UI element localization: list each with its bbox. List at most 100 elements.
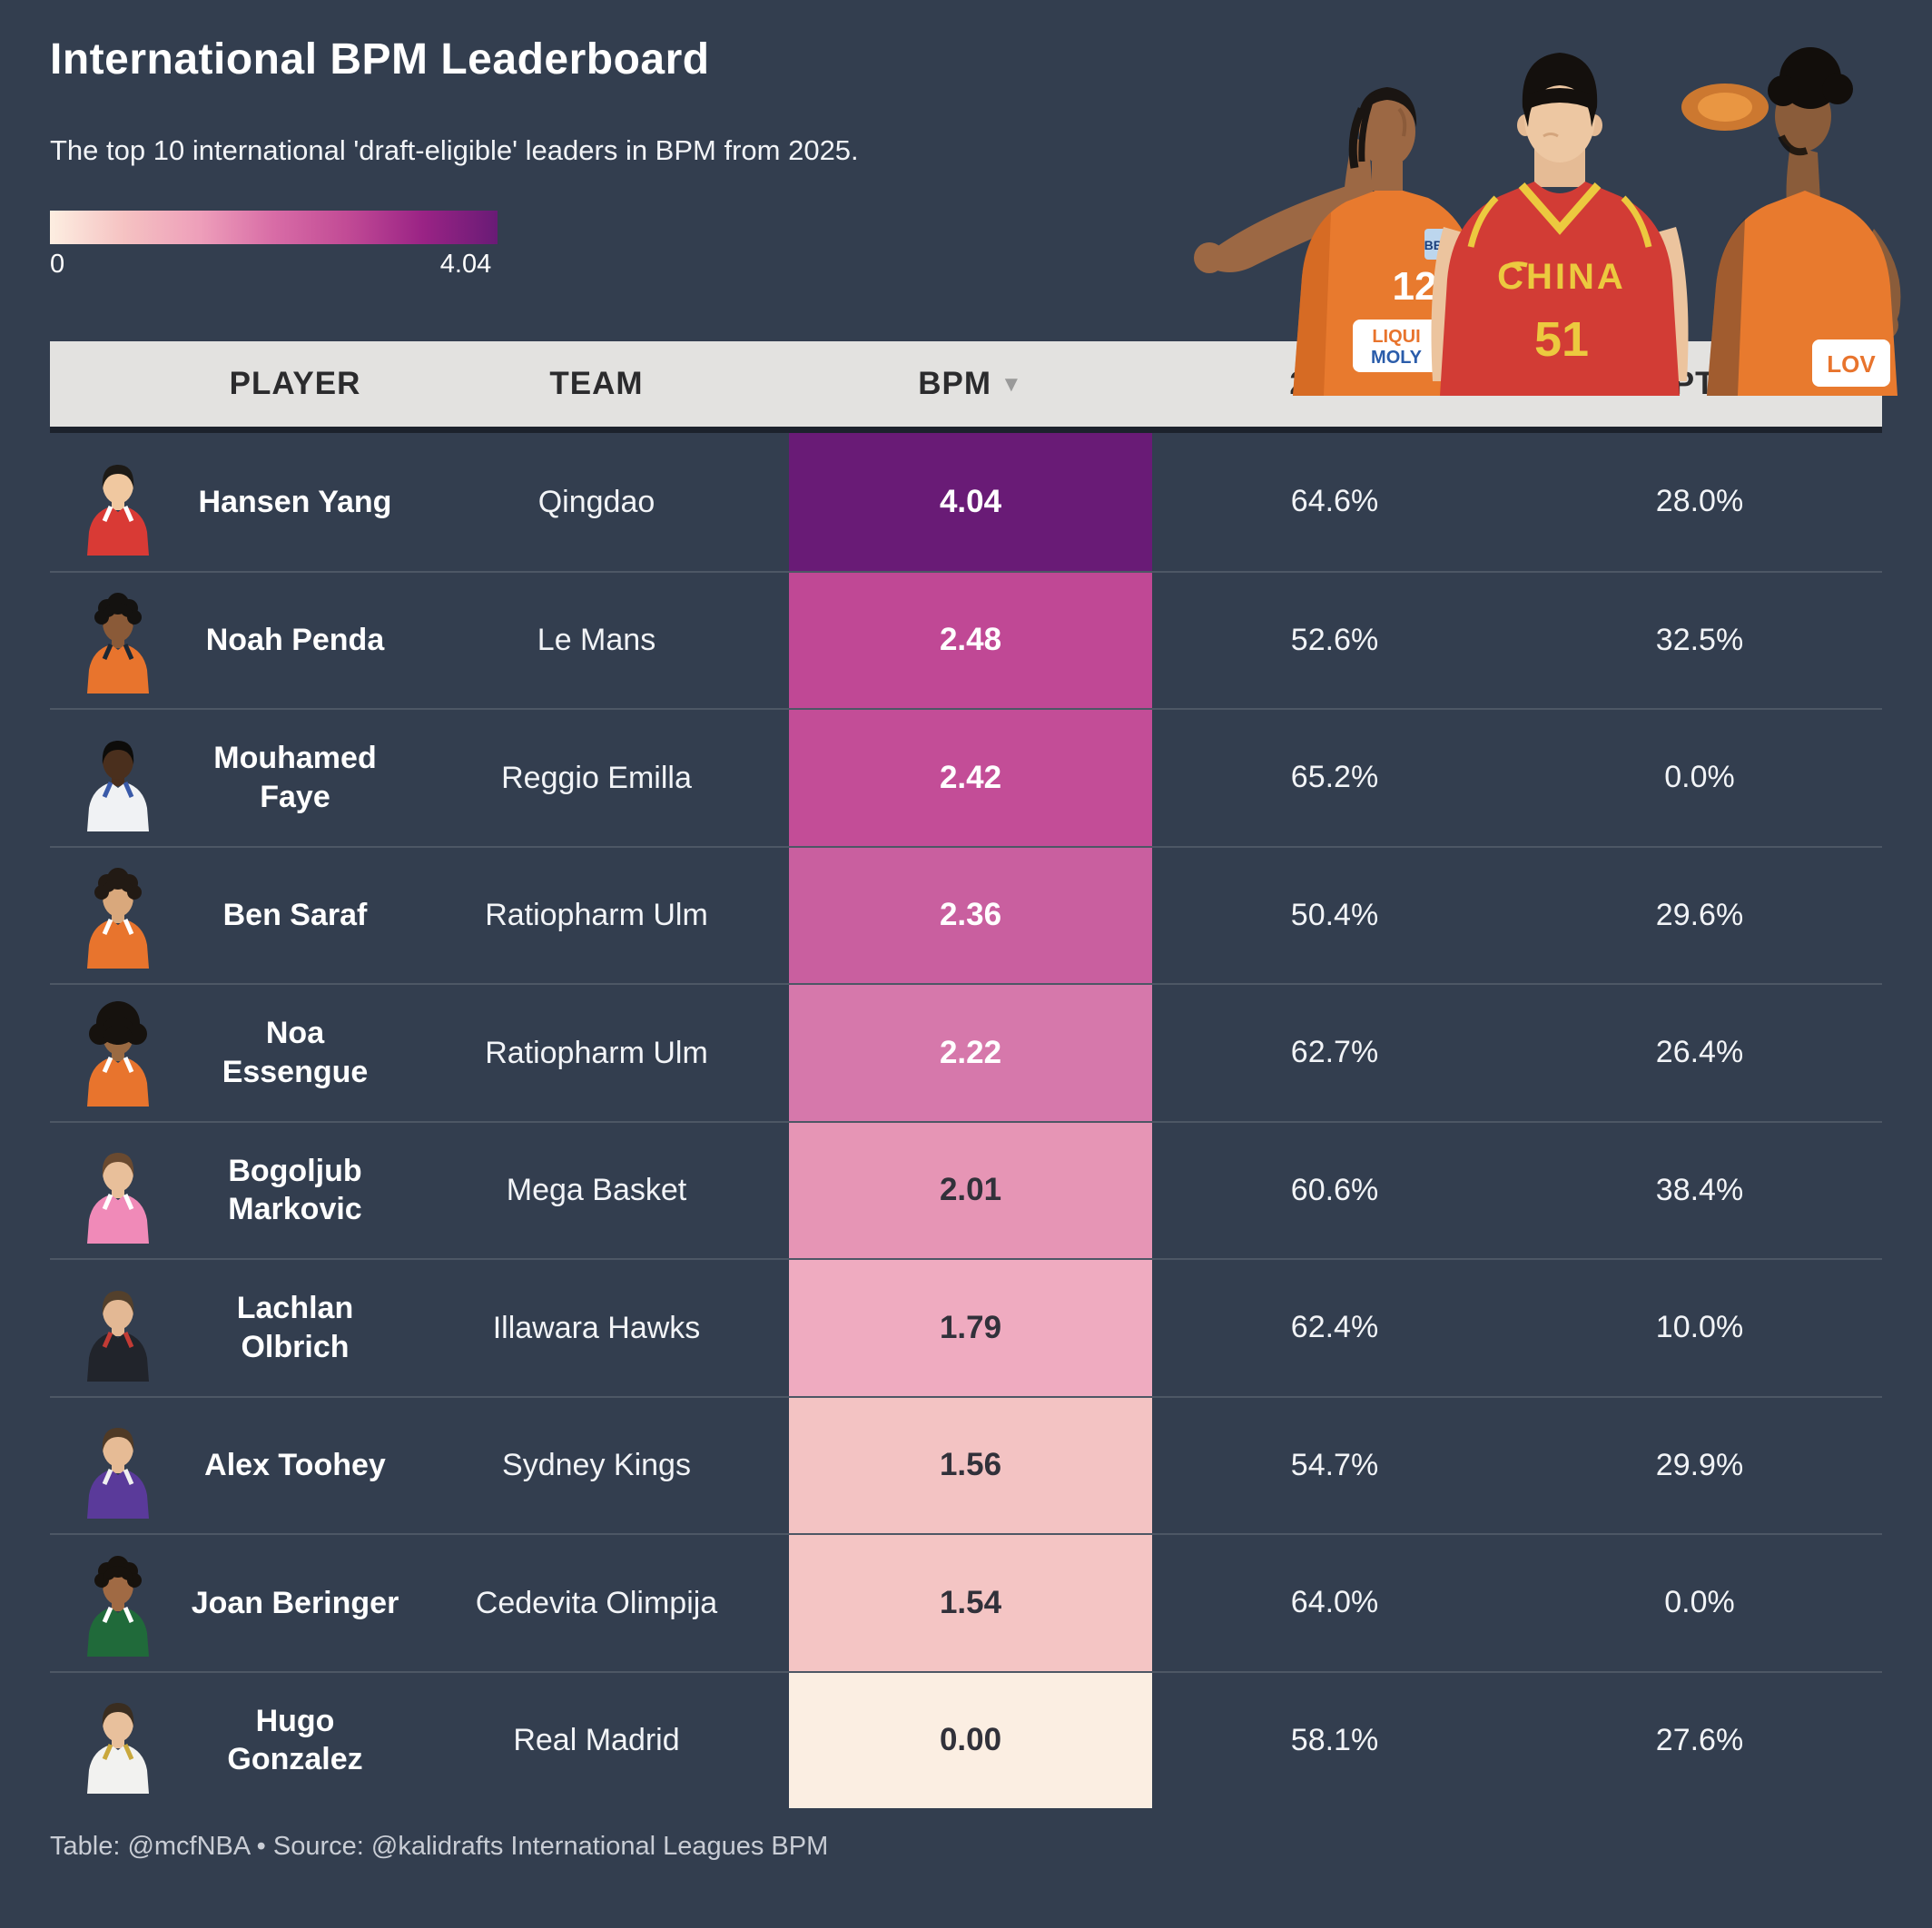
player-name: Ben Saraf — [222, 898, 368, 932]
3pt-value: 29.9% — [1655, 1447, 1744, 1482]
bpm-value: 1.79 — [789, 1260, 1152, 1396]
header-bpm[interactable]: BPM ▼ — [918, 366, 1023, 401]
bpm-value: 2.36 — [789, 847, 1152, 983]
player-avatar-icon — [86, 740, 149, 831]
hero-player-center: CHINA 51 — [1431, 53, 1689, 396]
bpm-value: 1.56 — [789, 1397, 1152, 1533]
svg-text:LOV: LOV — [1827, 350, 1876, 378]
svg-text:51: 51 — [1534, 312, 1589, 367]
player-name: Mouhamed Faye — [213, 741, 377, 814]
3pt-value: 27.6% — [1655, 1722, 1744, 1757]
header-player[interactable]: PLAYER — [229, 366, 361, 401]
bpm-color-scale-labels: 0 4.04 — [50, 250, 498, 280]
player-avatar-icon — [86, 1290, 149, 1382]
2pt-value: 60.6% — [1290, 1172, 1379, 1207]
player-name: Noah Penda — [205, 623, 385, 657]
team-name: Ratiopharm Ulm — [485, 1035, 708, 1070]
player-photo — [50, 985, 186, 1121]
table-row: Mouhamed Faye Reggio Emilla 2.42 65.2% 0.0% — [50, 708, 1882, 846]
table-row: Hugo Gonzalez Real Madrid 0.00 58.1% 27.6% — [50, 1670, 1882, 1809]
table-row: Ben Saraf Ratiopharm Ulm 2.36 50.4% 29.6% — [50, 845, 1882, 984]
scale-max-label: 4.04 — [439, 250, 492, 279]
sort-desc-icon: ▼ — [1000, 372, 1023, 397]
table-body: Hansen Yang Qingdao 4.04 64.6% 28.0% Noah Pe… — [50, 433, 1882, 1808]
player-avatar-icon — [86, 593, 149, 694]
2pt-value: 50.4% — [1290, 897, 1379, 932]
player-name: Joan Beringer — [191, 1585, 399, 1620]
3pt-value: 29.6% — [1655, 897, 1744, 932]
3pt-value: 28.0% — [1655, 484, 1744, 519]
player-photo — [50, 848, 186, 984]
3pt-value: 32.5% — [1655, 622, 1744, 657]
3pt-value: 0.0% — [1664, 1585, 1735, 1620]
player-photo — [50, 573, 186, 709]
3pt-value: 10.0% — [1655, 1310, 1744, 1345]
page-title: International BPM Leaderboard — [50, 35, 710, 84]
2pt-value: 64.6% — [1290, 484, 1379, 519]
player-avatar-icon — [86, 1000, 149, 1107]
player-avatar-icon — [86, 1555, 149, 1657]
3pt-value: 0.0% — [1664, 760, 1735, 795]
3pt-value: 26.4% — [1655, 1035, 1744, 1070]
player-name: Hugo Gonzalez — [227, 1703, 363, 1777]
bpm-value: 2.48 — [789, 572, 1152, 708]
svg-text:MOLY: MOLY — [1371, 348, 1423, 368]
bpm-value: 0.00 — [789, 1672, 1152, 1808]
scale-min-label: 0 — [50, 250, 65, 279]
player-avatar-icon — [86, 1153, 149, 1244]
player-name: Noa Essengue — [222, 1016, 369, 1089]
team-name: Qingdao — [537, 484, 656, 519]
player-avatar-icon — [86, 464, 149, 556]
player-name: Lachlan Olbrich — [236, 1291, 354, 1364]
player-photo — [50, 1123, 186, 1259]
team-name: Le Mans — [537, 623, 656, 657]
table-row: Alex Toohey Sydney Kings 1.56 54.7% 29.9% — [50, 1395, 1882, 1534]
2pt-value: 64.0% — [1290, 1585, 1379, 1620]
table-row: Bogoljub Markovic Mega Basket 2.01 60.6% 38.… — [50, 1120, 1882, 1259]
table-row: Noah Penda Le Mans 2.48 52.6% 32.5% — [50, 570, 1882, 709]
bpm-value: 1.54 — [789, 1535, 1152, 1671]
2pt-value: 52.6% — [1290, 622, 1379, 657]
subtitle: The top 10 international 'draft-eligible… — [50, 134, 859, 166]
player-photo — [50, 1673, 186, 1809]
table-row: Lachlan Olbrich Illawara Hawks 1.79 62.4% 10… — [50, 1258, 1882, 1396]
bpm-color-scale — [50, 211, 498, 244]
team-name: Ratiopharm Ulm — [485, 898, 708, 932]
player-photo — [50, 1398, 186, 1534]
svg-text:12: 12 — [1393, 264, 1437, 309]
team-name: Mega Basket — [506, 1173, 687, 1207]
player-avatar-icon — [86, 1703, 149, 1795]
team-name: Illawara Hawks — [492, 1310, 701, 1345]
team-name: Reggio Emilla — [501, 760, 692, 795]
bpm-value: 2.01 — [789, 1122, 1152, 1258]
2pt-value: 62.4% — [1290, 1310, 1379, 1345]
hero-players-image: BBL 12 LIQUI MOLY LOV CHINA 51 — [1194, 47, 1901, 396]
bpm-value: 2.42 — [789, 710, 1152, 846]
player-avatar-icon — [86, 868, 149, 969]
player-name: Hansen Yang — [198, 484, 392, 519]
header-team[interactable]: TEAM — [549, 366, 644, 401]
3pt-value: 38.4% — [1655, 1172, 1744, 1207]
team-name: Cedevita Olimpija — [475, 1585, 718, 1620]
bpm-value: 2.22 — [789, 985, 1152, 1121]
team-name: Real Madrid — [513, 1723, 680, 1757]
table-row: Noa Essengue Ratiopharm Ulm 2.22 62.7% 26.4% — [50, 983, 1882, 1121]
2pt-value: 62.7% — [1290, 1035, 1379, 1070]
table-row: Joan Beringer Cedevita Olimpija 1.54 64.0% 0… — [50, 1533, 1882, 1671]
source-credit: Table: @mcfNBA • Source: @kalidrafts Int… — [50, 1832, 829, 1861]
hero-player-right: LOV — [1707, 47, 1901, 396]
hero-player-left: BBL 12 LIQUI MOLY — [1194, 87, 1484, 396]
player-photo — [50, 710, 186, 846]
player-photo — [50, 1260, 186, 1396]
2pt-value: 58.1% — [1290, 1722, 1379, 1757]
2pt-value: 65.2% — [1290, 760, 1379, 795]
player-photo — [50, 433, 186, 571]
table-row: Hansen Yang Qingdao 4.04 64.6% 28.0% — [50, 433, 1882, 571]
player-avatar-icon — [86, 1428, 149, 1520]
2pt-value: 54.7% — [1290, 1447, 1379, 1482]
player-name: Alex Toohey — [204, 1448, 386, 1482]
svg-text:LIQUI: LIQUI — [1372, 327, 1420, 347]
team-name: Sydney Kings — [502, 1448, 691, 1482]
player-photo — [50, 1535, 186, 1671]
bpm-value: 4.04 — [789, 433, 1152, 571]
